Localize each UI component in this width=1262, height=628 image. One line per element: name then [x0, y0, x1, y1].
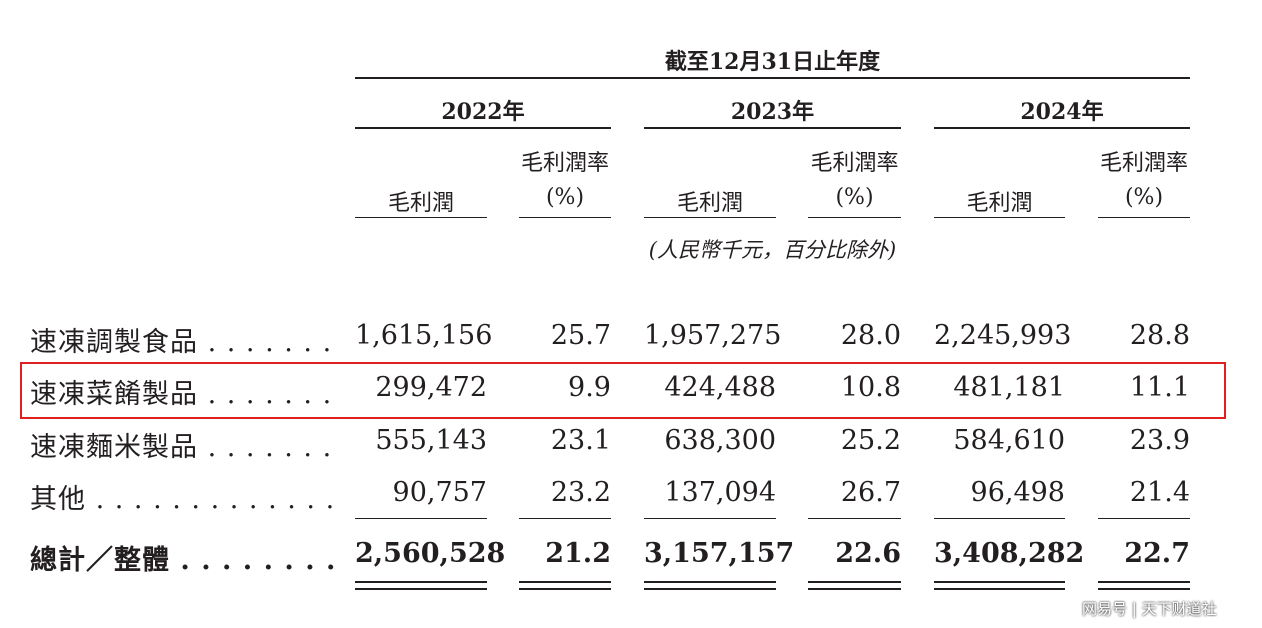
margin-cell: 10.8 — [840, 372, 901, 403]
subtotal-rule — [644, 518, 776, 519]
col-rule — [808, 217, 901, 218]
margin-cell: 26.7 — [840, 477, 901, 508]
double-rule — [355, 588, 487, 590]
double-rule — [1098, 588, 1190, 590]
margin-cell: 25.7 — [550, 320, 611, 351]
col-margin-2022-line1: 毛利潤率 — [520, 151, 609, 176]
margin-cell: 11.1 — [1129, 372, 1190, 403]
unit-note: (人民幣千元，百分比除外) — [648, 238, 897, 262]
year-rule-2022 — [355, 127, 611, 129]
gross-profit-cell: 481,181 — [953, 372, 1065, 403]
col-margin-2024-line2: (%) — [1124, 185, 1164, 210]
row-label: 速凍調製食品 . . . . . . . — [30, 327, 333, 358]
year-rule-2023 — [644, 127, 901, 129]
gross-profit-cell: 555,143 — [375, 425, 487, 456]
col-margin-2023-line2: (%) — [835, 185, 874, 210]
total-label: 總計／整體 . . . . . . . . — [30, 545, 337, 576]
col-rule — [519, 217, 611, 218]
col-rule — [355, 217, 487, 218]
total-margin: 21.2 — [545, 538, 611, 569]
year-2024: 2024年 — [1020, 99, 1104, 125]
col-margin-2023-line1: 毛利潤率 — [810, 151, 899, 176]
year-2023: 2023年 — [730, 99, 815, 125]
col-margin-2024-line1: 毛利潤率 — [1099, 151, 1188, 176]
double-rule — [644, 588, 776, 590]
period-title: 截至12月31日止年度 — [664, 49, 881, 75]
col-rule — [644, 217, 776, 218]
subtotal-rule — [1098, 518, 1190, 519]
col-rule — [934, 217, 1065, 218]
gross-profit-cell: 1,615,156 — [355, 320, 493, 351]
total-gross-profit: 3,157,157 — [644, 538, 795, 569]
col-gross-profit-2022: 毛利潤 — [387, 191, 454, 216]
gross-profit-cell: 638,300 — [664, 425, 776, 456]
double-rule — [1098, 581, 1190, 583]
margin-cell: 9.9 — [568, 372, 611, 403]
row-label: 速凍麵米製品 . . . . . . . — [30, 432, 333, 463]
total-margin: 22.6 — [835, 538, 901, 569]
gross-profit-cell: 424,488 — [664, 372, 776, 403]
gross-profit-cell: 299,472 — [375, 372, 487, 403]
subtotal-rule — [355, 518, 487, 519]
gross-profit-cell: 90,757 — [392, 477, 487, 508]
col-gross-profit-2024: 毛利潤 — [966, 191, 1033, 216]
highlight-box — [20, 362, 1226, 419]
subtotal-rule — [519, 518, 611, 519]
double-rule — [934, 581, 1065, 583]
margin-cell: 23.2 — [550, 477, 611, 508]
gross-profit-cell: 137,094 — [664, 477, 776, 508]
margin-cell: 28.0 — [840, 320, 901, 351]
col-margin-2022-line2: (%) — [545, 185, 585, 210]
gross-profit-cell: 2,245,993 — [934, 320, 1072, 351]
margin-cell: 28.8 — [1129, 320, 1190, 351]
double-rule — [519, 588, 611, 590]
row-label: 速凍菜餚製品 . . . . . . . — [30, 379, 333, 410]
col-rule — [1098, 217, 1190, 218]
double-rule — [355, 581, 487, 583]
double-rule — [808, 581, 901, 583]
margin-cell: 21.4 — [1129, 477, 1190, 508]
watermark: 网易号 | 天下财道社 — [1082, 600, 1217, 618]
total-gross-profit: 3,408,282 — [934, 538, 1085, 569]
gross-profit-cell: 96,498 — [970, 477, 1065, 508]
total-margin: 22.7 — [1124, 538, 1190, 569]
year-rule-2024 — [934, 127, 1190, 129]
gross-profit-cell: 1,957,275 — [644, 320, 782, 351]
double-rule — [808, 588, 901, 590]
col-gross-profit-2023: 毛利潤 — [676, 191, 743, 216]
header-rule — [355, 77, 1190, 79]
subtotal-rule — [808, 518, 901, 519]
margin-cell: 23.1 — [550, 425, 611, 456]
margin-cell: 25.2 — [840, 425, 901, 456]
year-2022: 2022年 — [441, 99, 525, 125]
double-rule — [519, 581, 611, 583]
double-rule — [644, 581, 776, 583]
margin-cell: 23.9 — [1129, 425, 1190, 456]
gross-profit-cell: 584,610 — [953, 425, 1065, 456]
subtotal-rule — [934, 518, 1065, 519]
row-label: 其他 . . . . . . . . . . . . . — [30, 484, 336, 515]
total-gross-profit: 2,560,528 — [355, 538, 506, 569]
double-rule — [934, 588, 1065, 590]
